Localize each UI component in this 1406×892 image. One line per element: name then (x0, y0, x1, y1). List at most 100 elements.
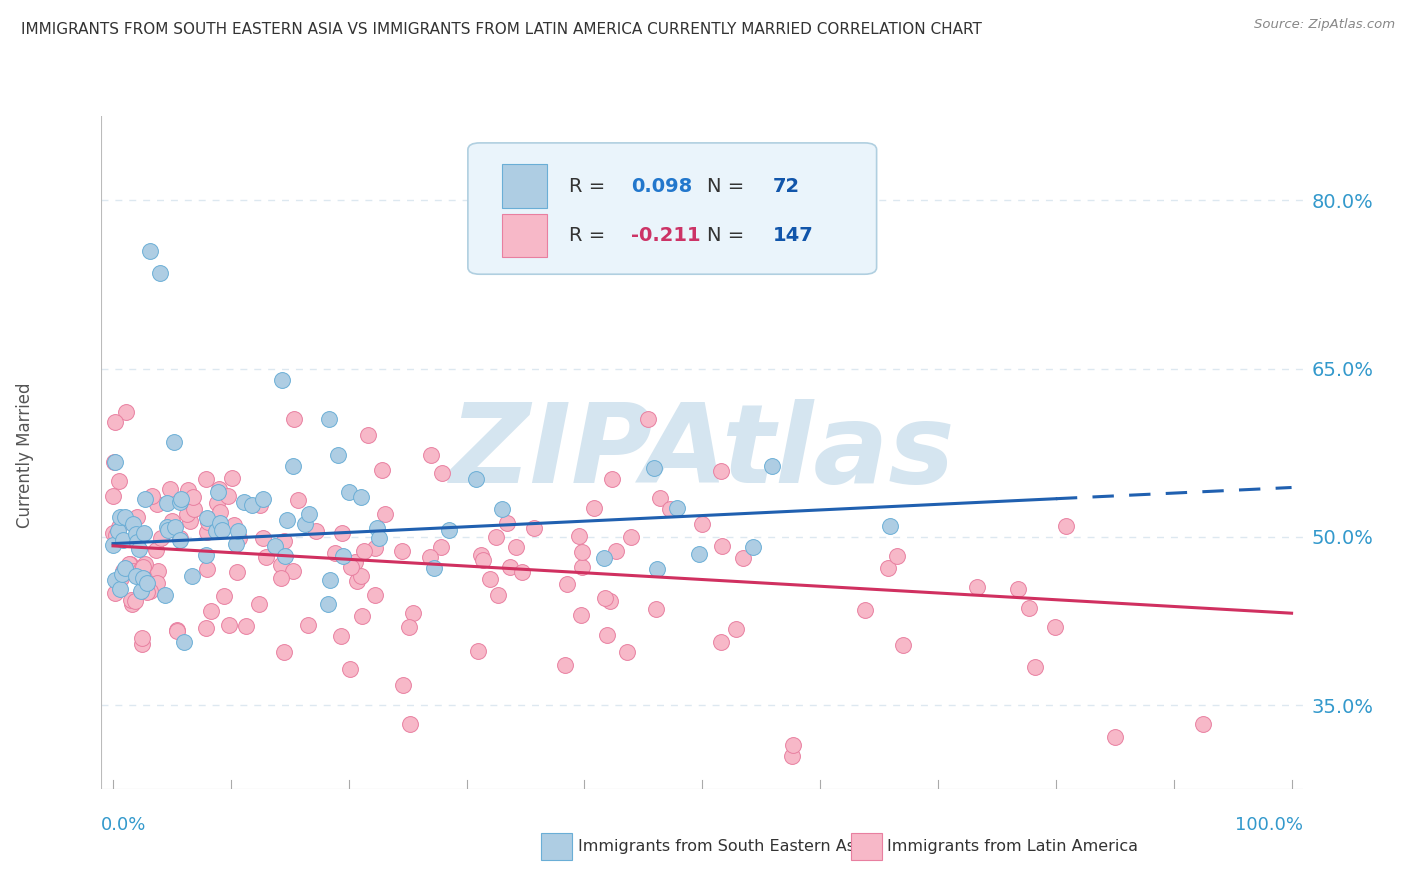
Point (281, 459, 304, 474)
Point (156, 520, 179, 534)
Point (218, 617, 240, 632)
Point (486, 588, 509, 602)
Point (283, 412, 305, 426)
Point (207, 485, 229, 500)
Point (170, 491, 193, 506)
Point (146, 575, 169, 590)
Point (209, 505, 232, 519)
Point (110, 582, 132, 596)
Point (195, 472, 218, 486)
Point (166, 623, 188, 637)
Point (179, 514, 201, 528)
Point (104, 586, 127, 600)
Point (464, 472, 486, 486)
Point (439, 523, 461, 537)
Point (136, 585, 159, 599)
Point (316, 597, 339, 611)
Point (644, 602, 666, 616)
Point (205, 496, 228, 510)
Point (569, 608, 592, 623)
Point (131, 637, 153, 651)
Point (399, 717, 422, 731)
Point (104, 573, 127, 587)
Point (177, 483, 200, 498)
Point (176, 508, 198, 522)
Point (374, 507, 396, 521)
Point (121, 564, 143, 578)
Point (270, 571, 292, 585)
Point (391, 544, 413, 558)
Point (357, 428, 380, 442)
Point (252, 491, 274, 506)
Point (127, 535, 149, 549)
Point (111, 533, 134, 547)
Point (319, 574, 342, 588)
Point (470, 548, 492, 562)
Point (583, 501, 606, 516)
Point (134, 491, 156, 506)
Point (287, 493, 309, 508)
Point (104, 455, 127, 469)
Point (129, 562, 152, 576)
Point (112, 564, 135, 578)
Point (270, 558, 292, 572)
Point (169, 533, 191, 547)
Point (318, 412, 340, 426)
Point (108, 520, 131, 534)
Text: N =: N = (707, 177, 751, 196)
Bar (502, 213, 547, 258)
Bar (502, 164, 547, 208)
Point (149, 266, 172, 280)
Point (107, 475, 129, 489)
Point (107, 524, 129, 539)
Point (273, 533, 295, 548)
Point (149, 531, 172, 545)
Point (274, 549, 297, 563)
Point (731, 551, 754, 566)
Point (353, 544, 375, 558)
Point (212, 589, 235, 603)
Point (169, 531, 191, 545)
Point (593, 550, 616, 565)
Point (340, 560, 363, 574)
Point (780, 748, 803, 763)
Point (305, 524, 328, 538)
Point (157, 523, 180, 537)
Point (232, 495, 254, 509)
Point (371, 463, 394, 477)
Point (114, 510, 136, 524)
Point (204, 524, 226, 538)
Point (139, 244, 162, 258)
Point (423, 561, 446, 575)
Point (128, 542, 150, 557)
Point (419, 550, 441, 565)
Point (571, 559, 593, 574)
Point (368, 531, 391, 545)
Point (138, 583, 160, 598)
Point (467, 644, 489, 658)
Point (350, 569, 373, 583)
Point (181, 569, 204, 583)
Point (195, 510, 218, 524)
Point (273, 645, 295, 659)
Point (103, 538, 125, 552)
Point (599, 594, 621, 608)
Point (247, 597, 270, 611)
Text: IMMIGRANTS FROM SOUTH EASTERN ASIA VS IMMIGRANTS FROM LATIN AMERICA CURRENTLY MA: IMMIGRANTS FROM SOUTH EASTERN ASIA VS IM… (21, 22, 981, 37)
Point (648, 491, 671, 505)
Point (240, 498, 263, 512)
Point (124, 527, 146, 541)
Point (659, 502, 682, 516)
Point (363, 541, 385, 556)
Point (183, 502, 205, 516)
Point (510, 565, 533, 579)
Point (853, 603, 876, 617)
Point (195, 524, 218, 539)
Point (593, 591, 616, 605)
Point (886, 549, 908, 564)
Point (761, 459, 783, 474)
Point (134, 526, 156, 541)
Text: Source: ZipAtlas.com: Source: ZipAtlas.com (1254, 18, 1395, 31)
Point (364, 588, 387, 602)
Point (523, 521, 546, 535)
